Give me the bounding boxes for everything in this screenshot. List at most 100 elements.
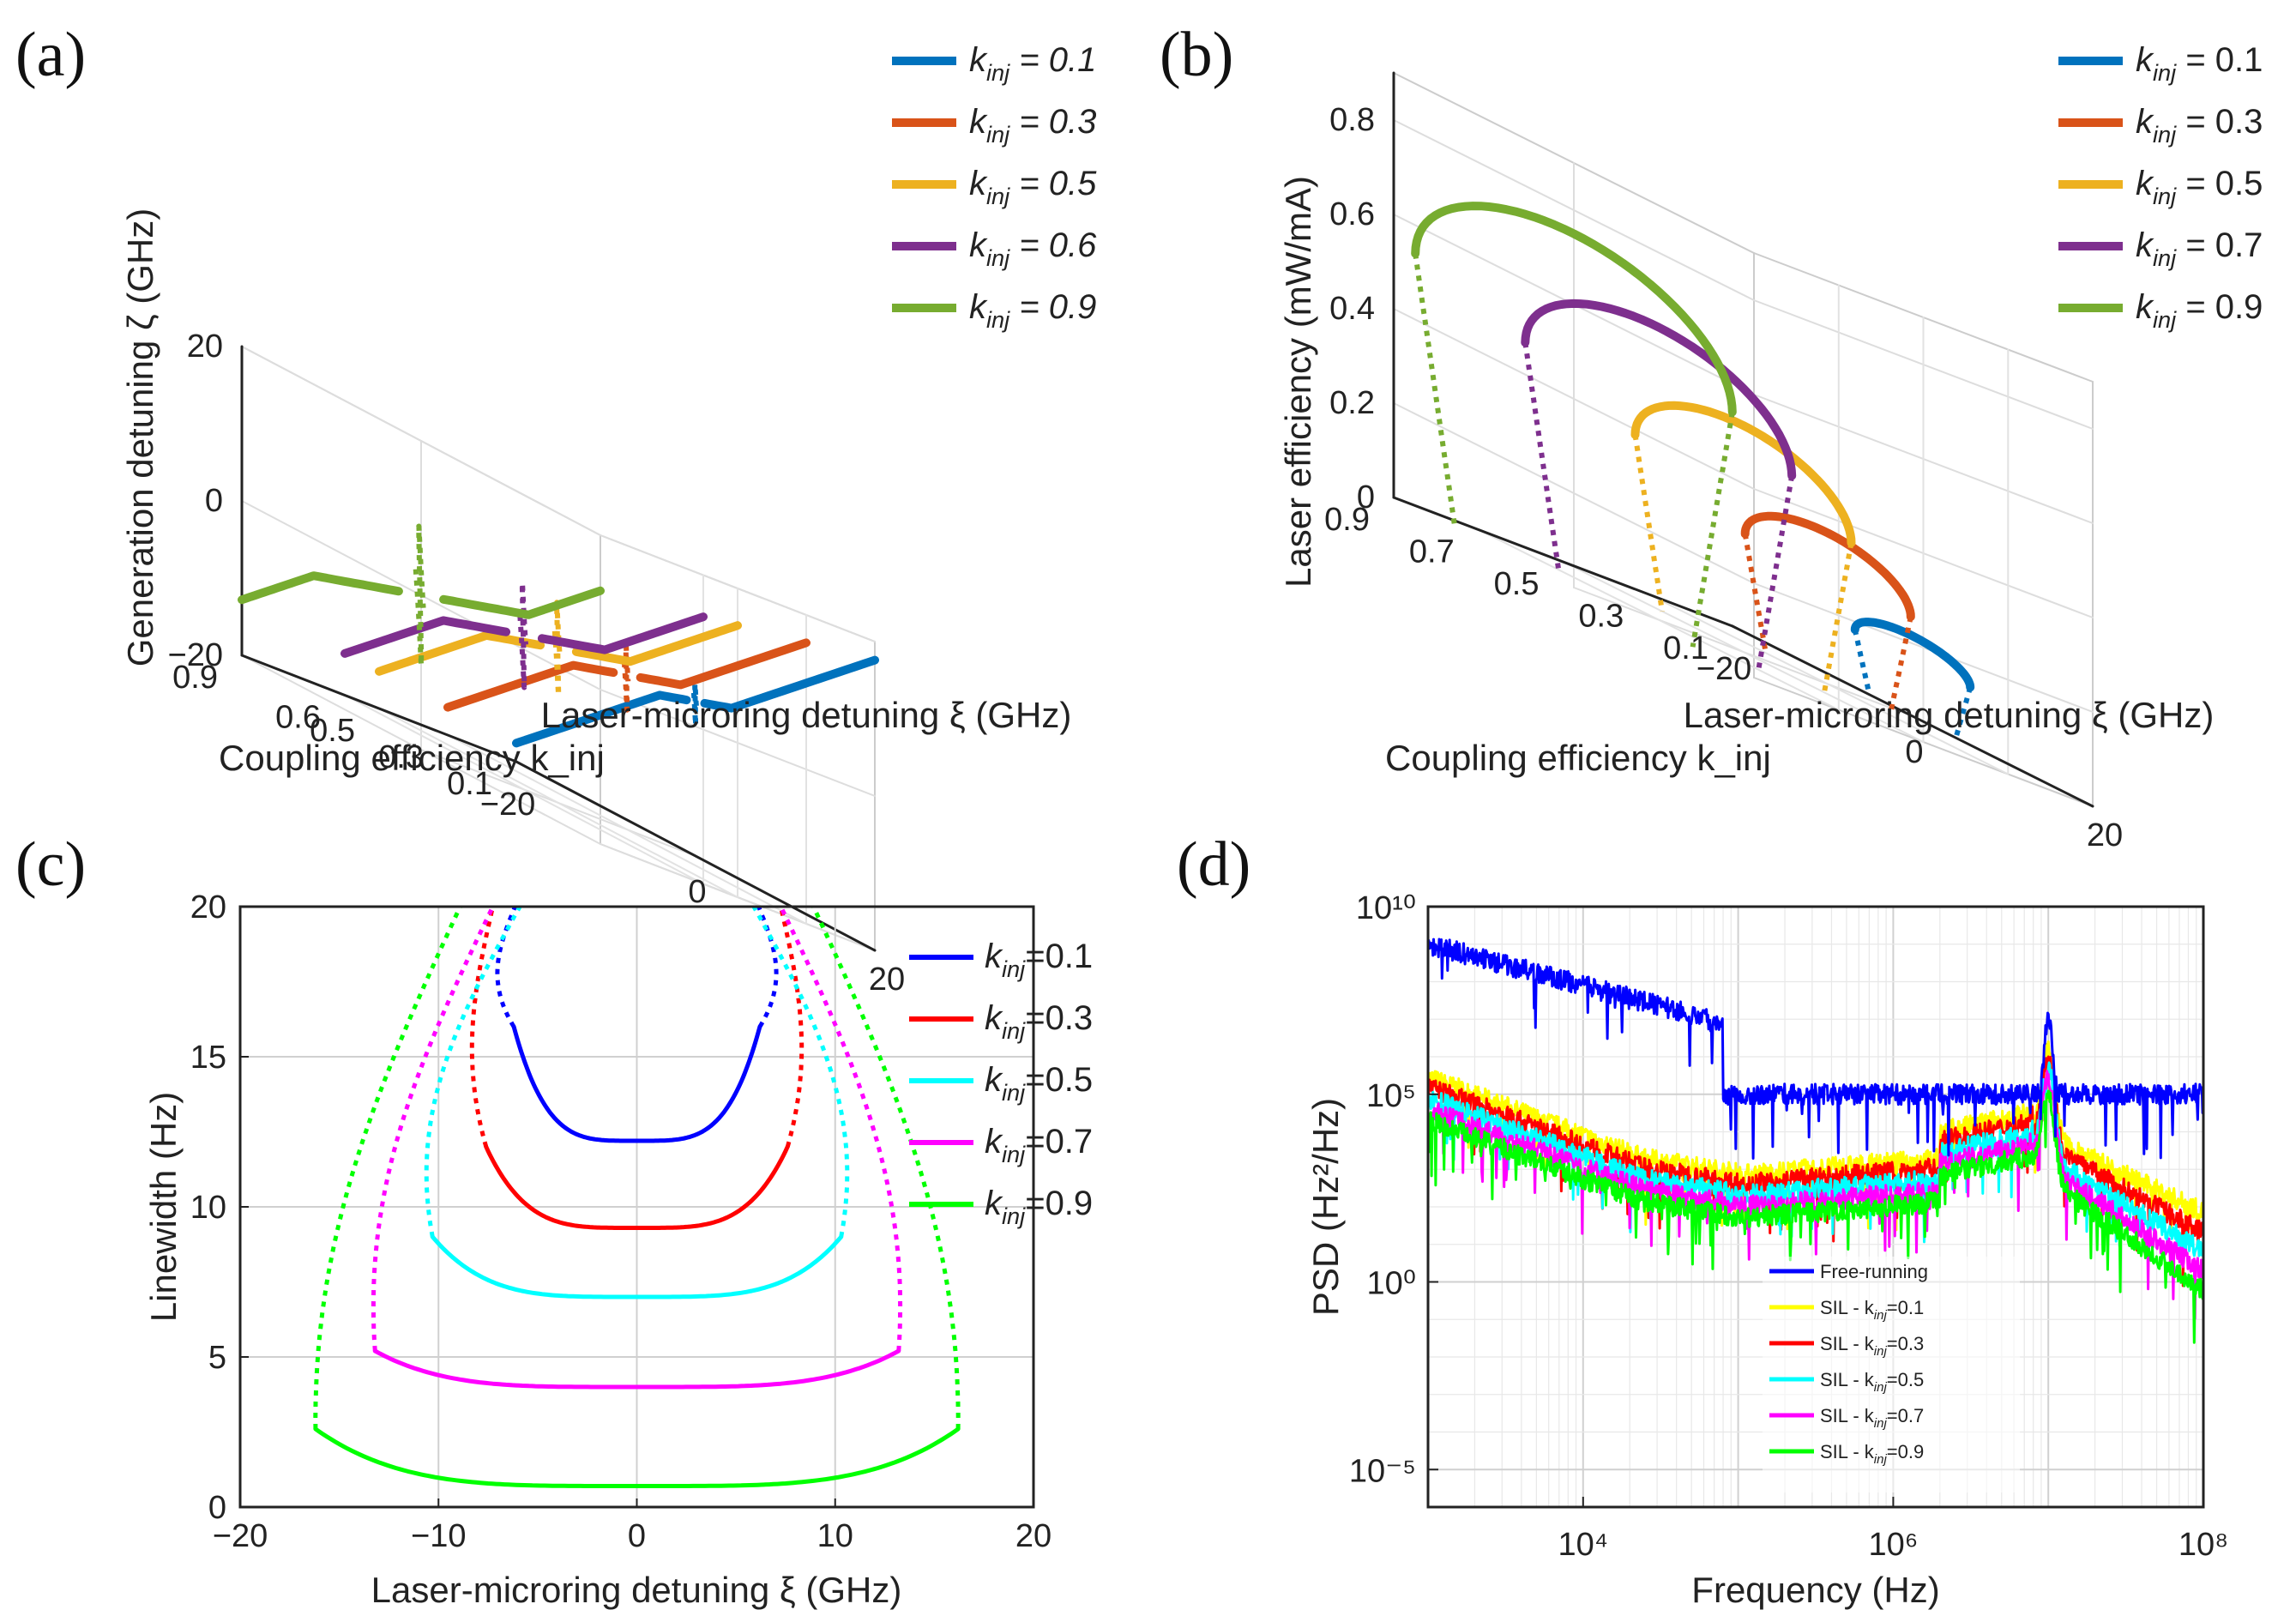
panel-b-curve-0.9-unstable (1690, 411, 1735, 648)
panel-c-curve-0.3 (484, 1144, 790, 1230)
panel-d-x-tick: 10⁶ (1868, 1527, 1918, 1563)
panel-a-legend-label: kinj = 0.6 (969, 226, 1097, 271)
panel-d-ylabel: PSD (Hz²/Hz) (1305, 1098, 1346, 1316)
panel-a-curve-0.5 (375, 630, 545, 676)
panel-a-gridline (378, 708, 738, 898)
panel-d-y-tick: 10⁰ (1366, 1266, 1416, 1302)
panel-a-y-axis (240, 654, 518, 763)
panel-c-legend: kinj=0.1 kinj=0.3 kinj=0.5 kinj=0.7 kinj=0.9 (909, 938, 1093, 1229)
panel-b-axes-box (1392, 71, 2094, 808)
panel-b-gridline (1562, 561, 1925, 743)
panel-a-curve-0.6-unstable (517, 581, 528, 690)
panel-d-y-tick: 10¹⁰ (1356, 890, 1416, 926)
panel-b-curve-0.3 (1740, 511, 1915, 622)
panel-c-curve-0.7-unstable (371, 905, 495, 1352)
panel-c-ylabel: Linewidth (Hz) (143, 1092, 184, 1322)
panel-a-legend-label: kinj = 0.1 (969, 41, 1096, 86)
panel-c-ticks: −20 −10 0 10 20 0 5 10 15 20 (190, 889, 1052, 1554)
panel-a-x-tick: 0 (688, 874, 706, 910)
panel-a-curve-0.3 (636, 638, 811, 690)
panel-a-curve-0.1 (512, 690, 691, 748)
panel-d-legend-label: SIL - kinj=0.9 (1820, 1441, 1924, 1467)
panel-b-zlabel: Laser efficiency (mW/mA) (1278, 176, 1318, 588)
panel-c-curve-0.5-unstable (751, 905, 850, 1238)
panel-b-curve-0.1-unstable (1852, 629, 1872, 696)
panel-c-curve-0.1-unstable (756, 906, 779, 1028)
panel-c-xlabel: Laser-microring detuning ξ (GHz) (371, 1570, 902, 1610)
panel-b-curve-0.9 (1411, 202, 1737, 417)
panel-b-legend-label: kinj = 0.5 (2136, 165, 2263, 209)
panel-d-ticks: 10⁴ 10⁶ 10⁸ 10⁻⁵ 10⁰ 10⁵ 10¹⁰ (1349, 890, 2228, 1563)
panel-c-x-tick: 0 (628, 1518, 646, 1554)
panel-d-x-tick: 10⁸ (2178, 1527, 2228, 1563)
panel-c-x-tick: 20 (1015, 1518, 1052, 1554)
panel-c-y-tick: 0 (208, 1490, 226, 1526)
panel-b-z-tick: 0.8 (1329, 102, 1375, 138)
panel-b-gridline (1477, 528, 1840, 711)
panel-b-legend-label: kinj = 0.1 (2136, 41, 2263, 86)
panel-a-legend-label: kinj = 0.3 (969, 103, 1096, 148)
panel-c-curve-0.3-unstable (778, 906, 805, 1148)
panel-c-curve-0.3-unstable (469, 906, 496, 1148)
panel-b: (b) 0 0.2 0.4 0.6 0.8 0.9 0.7 0.5 0.3 0.1−20 0 20 L… (1160, 20, 2263, 853)
panel-a-xlabel: Laser-microring detuning ξ (GHz) (541, 695, 1072, 735)
panel-b-gridline (1647, 593, 2010, 775)
panel-d-legend-label: SIL - kinj=0.1 (1820, 1297, 1924, 1323)
panel-a-gridline (344, 694, 704, 885)
panel-b-y-axis (1392, 496, 1734, 628)
panel-a-y-tick: 0.9 (172, 660, 218, 696)
panel-b-curve-0.5 (1630, 401, 1856, 547)
panel-d-grid (1427, 906, 2204, 1508)
panel-b-y-tick: 0.5 (1494, 566, 1540, 602)
panel-a-curve-0.9 (439, 586, 605, 619)
panel-d-legend-label: SIL - kinj=0.3 (1820, 1333, 1924, 1359)
panel-a-z-tick: 20 (187, 329, 223, 365)
panel-b-x-tick: 0 (1905, 734, 1923, 770)
panel-a-z-tick: 0 (205, 483, 223, 519)
panel-a-x-tick: 20 (869, 962, 905, 998)
panel-a-curve-0.5 (571, 621, 742, 666)
panel-b-x-tick: 20 (2087, 817, 2123, 853)
panel-b-y-tick: 0.7 (1409, 534, 1455, 570)
panel-c-curve-0.5-unstable (424, 905, 522, 1238)
panel-b-legend-label: kinj = 0.3 (2136, 103, 2263, 148)
panel-d-curves (1426, 938, 2205, 1344)
panel-c-curve-0.5 (430, 1234, 844, 1299)
panel-b-z-tick: 0 (1357, 479, 1375, 516)
panel-b-z-tick: 0.2 (1329, 385, 1375, 421)
panel-b-x-tick: −20 (1696, 651, 1751, 687)
panel-b-z-tick: 0.6 (1329, 196, 1375, 232)
panel-c-curves (313, 905, 961, 1488)
panel-d-curve-3 (1426, 1061, 2205, 1257)
panel-c-y-tick: 20 (190, 889, 226, 926)
panel-b-legend-label: kinj = 0.7 (2136, 226, 2263, 271)
panel-b-curve-0.1 (1850, 618, 1975, 692)
panel-b-legend: kinj = 0.1 kinj = 0.3 kinj = 0.5 kinj = 0.7… (2058, 41, 2263, 333)
panel-b-curve-0.7-unstable (1522, 341, 1562, 570)
panel-a-ylabel: Coupling efficiency k_inj (219, 738, 605, 778)
panel-c-x-tick: −20 (213, 1518, 268, 1554)
panel-b-xlabel: Laser-microring detuning ξ (GHz) (1684, 695, 2215, 735)
panel-d-y-tick: 10⁻⁵ (1349, 1453, 1416, 1489)
panel-c: (c) −20 −10 0 10 20 0 5 10 15 20 Linewidth (Hz) L… (15, 829, 1093, 1610)
panel-d-legend: Free-running SIL - kinj=0.1 SIL - kinj=0.3… (1763, 1257, 2020, 1492)
panel-b-legend-label: kinj = 0.9 (2136, 288, 2263, 333)
panel-d-axes-box (1426, 905, 2205, 1509)
panel-a-z-tick: −20 (168, 637, 223, 673)
panel-a-y-tick: 0.6 (275, 700, 321, 736)
panel-a-curves (238, 523, 879, 748)
panel-c-label: (c) (15, 829, 86, 900)
panel-b-y-tick: 0.3 (1578, 599, 1624, 635)
panel-b-x-axis (1731, 624, 2094, 808)
panel-b-curve-0.9-unstable (1413, 253, 1458, 529)
panel-b-label: (b) (1160, 20, 1233, 90)
panel-a-legend-label: kinj = 0.5 (969, 165, 1097, 209)
panel-b-curve-0.5-unstable (1632, 434, 1665, 612)
panel-b-curves (1411, 202, 1975, 739)
panel-c-curve-0.1 (511, 1024, 762, 1143)
panel-d-curve-5 (1426, 1089, 2205, 1344)
panel-a-curve-0.6 (340, 616, 511, 658)
panel-b-curve-0.7-unstable (1756, 475, 1795, 671)
